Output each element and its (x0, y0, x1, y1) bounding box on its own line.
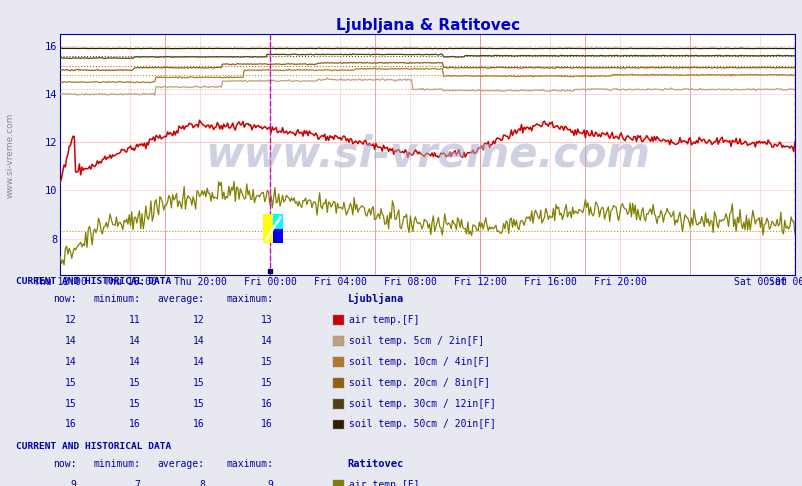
Text: 15: 15 (64, 378, 76, 388)
Text: 14: 14 (64, 336, 76, 346)
Text: Ratitovec: Ratitovec (347, 459, 403, 469)
Text: maximum:: maximum: (225, 294, 273, 304)
Text: 14: 14 (64, 357, 76, 367)
Text: now:: now: (53, 294, 76, 304)
Text: 12: 12 (192, 315, 205, 325)
Bar (273, 214, 283, 229)
Text: 11: 11 (128, 315, 140, 325)
Text: air temp.[F]: air temp.[F] (348, 480, 419, 486)
Text: 14: 14 (192, 357, 205, 367)
Text: 16: 16 (128, 419, 140, 430)
Text: 15: 15 (64, 399, 76, 409)
Text: Ljubljana: Ljubljana (347, 293, 403, 304)
Text: soil temp. 10cm / 4in[F]: soil temp. 10cm / 4in[F] (348, 357, 489, 367)
Text: 8: 8 (199, 480, 205, 486)
Text: 14: 14 (128, 336, 140, 346)
Text: 15: 15 (192, 399, 205, 409)
Text: now:: now: (53, 459, 76, 469)
Title: Ljubljana & Ratitovec: Ljubljana & Ratitovec (335, 18, 519, 33)
Text: air temp.[F]: air temp.[F] (348, 315, 419, 325)
Text: CURRENT AND HISTORICAL DATA: CURRENT AND HISTORICAL DATA (16, 278, 171, 286)
Text: average:: average: (157, 459, 205, 469)
Text: maximum:: maximum: (225, 459, 273, 469)
Text: soil temp. 50cm / 20in[F]: soil temp. 50cm / 20in[F] (348, 419, 495, 430)
Text: 9: 9 (267, 480, 273, 486)
Text: 15: 15 (128, 378, 140, 388)
Text: average:: average: (157, 294, 205, 304)
Text: soil temp. 30cm / 12in[F]: soil temp. 30cm / 12in[F] (348, 399, 495, 409)
Text: 16: 16 (64, 419, 76, 430)
Text: 14: 14 (192, 336, 205, 346)
Text: CURRENT AND HISTORICAL DATA: CURRENT AND HISTORICAL DATA (16, 442, 171, 451)
Text: 15: 15 (261, 357, 273, 367)
Text: www.si-vreme.com: www.si-vreme.com (205, 133, 650, 175)
Text: 7: 7 (135, 480, 140, 486)
Text: 15: 15 (128, 399, 140, 409)
Text: 12: 12 (64, 315, 76, 325)
Bar (273, 229, 283, 243)
Text: 14: 14 (261, 336, 273, 346)
Text: 13: 13 (261, 315, 273, 325)
Text: 9: 9 (71, 480, 76, 486)
Text: minimum:: minimum: (93, 459, 140, 469)
Text: 16: 16 (261, 399, 273, 409)
Text: www.si-vreme.com: www.si-vreme.com (5, 113, 14, 198)
Text: 15: 15 (192, 378, 205, 388)
Text: 14: 14 (128, 357, 140, 367)
Bar (262, 214, 283, 243)
Text: 15: 15 (261, 378, 273, 388)
Text: soil temp. 20cm / 8in[F]: soil temp. 20cm / 8in[F] (348, 378, 489, 388)
Text: soil temp. 5cm / 2in[F]: soil temp. 5cm / 2in[F] (348, 336, 483, 346)
Text: 16: 16 (261, 419, 273, 430)
Text: 16: 16 (192, 419, 205, 430)
Text: minimum:: minimum: (93, 294, 140, 304)
